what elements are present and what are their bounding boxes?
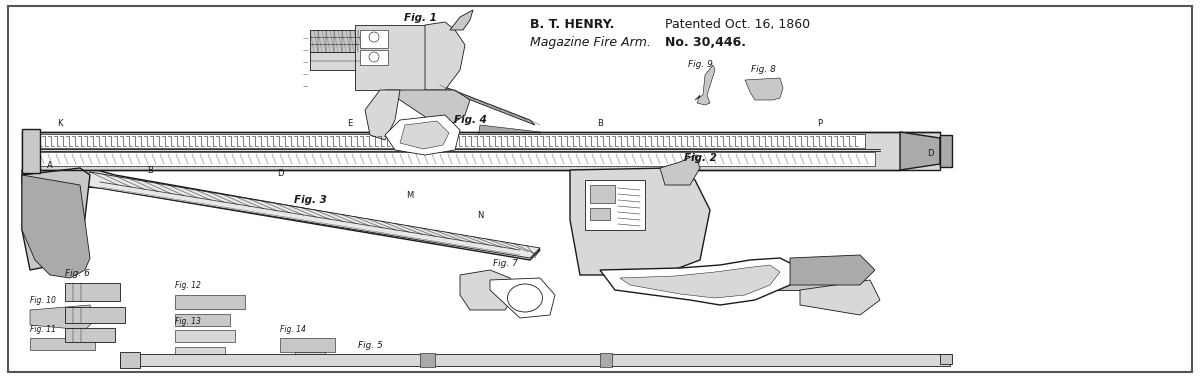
Polygon shape <box>80 172 540 258</box>
Text: Fig. 5: Fig. 5 <box>358 341 383 350</box>
Polygon shape <box>425 22 466 90</box>
Bar <box>30 338 95 350</box>
Text: N: N <box>476 211 484 220</box>
Bar <box>586 180 646 230</box>
Bar <box>65 283 120 301</box>
Circle shape <box>370 52 379 62</box>
Bar <box>355 25 425 90</box>
Text: No. 30,446.: No. 30,446. <box>665 36 746 49</box>
Text: Patented Oct. 16, 1860: Patented Oct. 16, 1860 <box>665 18 810 31</box>
Text: Fig. 9: Fig. 9 <box>688 60 713 69</box>
Text: A: A <box>47 161 53 170</box>
Polygon shape <box>745 78 784 100</box>
Text: P: P <box>817 119 822 128</box>
Bar <box>120 352 140 368</box>
Bar <box>28 134 865 148</box>
Polygon shape <box>695 65 715 105</box>
Text: Fig. 3: Fig. 3 <box>294 195 326 205</box>
Bar <box>65 328 115 342</box>
Bar <box>120 354 950 366</box>
Polygon shape <box>400 121 449 149</box>
Polygon shape <box>900 132 940 170</box>
Text: E: E <box>347 119 353 128</box>
Polygon shape <box>365 90 400 140</box>
Bar <box>295 352 325 360</box>
Text: D: D <box>926 149 934 158</box>
Text: Magazine Fire Arm.: Magazine Fire Arm. <box>530 36 650 49</box>
Polygon shape <box>22 168 540 260</box>
Ellipse shape <box>508 284 542 312</box>
Text: M: M <box>407 191 414 200</box>
Text: Fig. 13: Fig. 13 <box>175 317 200 326</box>
Bar <box>940 135 952 167</box>
Polygon shape <box>600 258 800 305</box>
Bar <box>22 129 40 173</box>
Polygon shape <box>620 265 780 298</box>
Polygon shape <box>800 280 880 315</box>
Text: Fig. 7: Fig. 7 <box>492 259 517 268</box>
Text: Fig. 8: Fig. 8 <box>750 65 775 74</box>
Circle shape <box>370 32 379 42</box>
Bar <box>175 295 245 309</box>
Polygon shape <box>490 278 554 318</box>
Text: Fig. 6: Fig. 6 <box>65 269 90 278</box>
Text: —: — <box>302 72 308 77</box>
Bar <box>65 307 125 323</box>
Bar <box>590 208 610 220</box>
Bar <box>175 347 226 357</box>
Bar <box>280 338 335 352</box>
Text: Fig. 12: Fig. 12 <box>175 281 200 290</box>
Bar <box>310 52 365 70</box>
Bar <box>310 30 365 52</box>
Polygon shape <box>22 168 90 270</box>
Polygon shape <box>22 175 90 278</box>
Text: D: D <box>277 169 283 178</box>
Text: Fig. 2: Fig. 2 <box>684 153 716 163</box>
Text: —: — <box>302 36 308 41</box>
Bar <box>940 354 952 364</box>
Polygon shape <box>570 168 710 275</box>
Text: —: — <box>302 84 308 89</box>
Text: Fig. 11: Fig. 11 <box>30 325 56 334</box>
Bar <box>360 50 388 65</box>
Polygon shape <box>450 10 473 30</box>
Bar <box>175 314 230 326</box>
Polygon shape <box>660 155 700 185</box>
Bar <box>590 185 616 203</box>
Text: B: B <box>148 166 152 175</box>
Text: —: — <box>302 48 308 53</box>
Text: B: B <box>598 119 602 128</box>
Polygon shape <box>460 270 515 310</box>
Polygon shape <box>440 85 535 125</box>
Bar <box>28 152 875 166</box>
Bar <box>420 353 436 367</box>
Text: B. T. HENRY.: B. T. HENRY. <box>530 18 614 31</box>
Text: Fig. 10: Fig. 10 <box>30 296 56 305</box>
Bar <box>175 330 235 342</box>
Bar <box>360 30 388 48</box>
Polygon shape <box>385 90 470 125</box>
Polygon shape <box>385 115 460 155</box>
Text: —: — <box>302 60 308 65</box>
Polygon shape <box>640 275 860 290</box>
Text: Fig. 14: Fig. 14 <box>280 325 306 334</box>
Bar <box>22 132 940 170</box>
Polygon shape <box>478 125 540 145</box>
Polygon shape <box>30 305 95 330</box>
Polygon shape <box>790 255 875 285</box>
Text: K: K <box>58 119 62 128</box>
Text: Fig. 1: Fig. 1 <box>403 13 437 23</box>
Text: Fig. 4: Fig. 4 <box>454 115 486 125</box>
Bar <box>600 353 612 367</box>
